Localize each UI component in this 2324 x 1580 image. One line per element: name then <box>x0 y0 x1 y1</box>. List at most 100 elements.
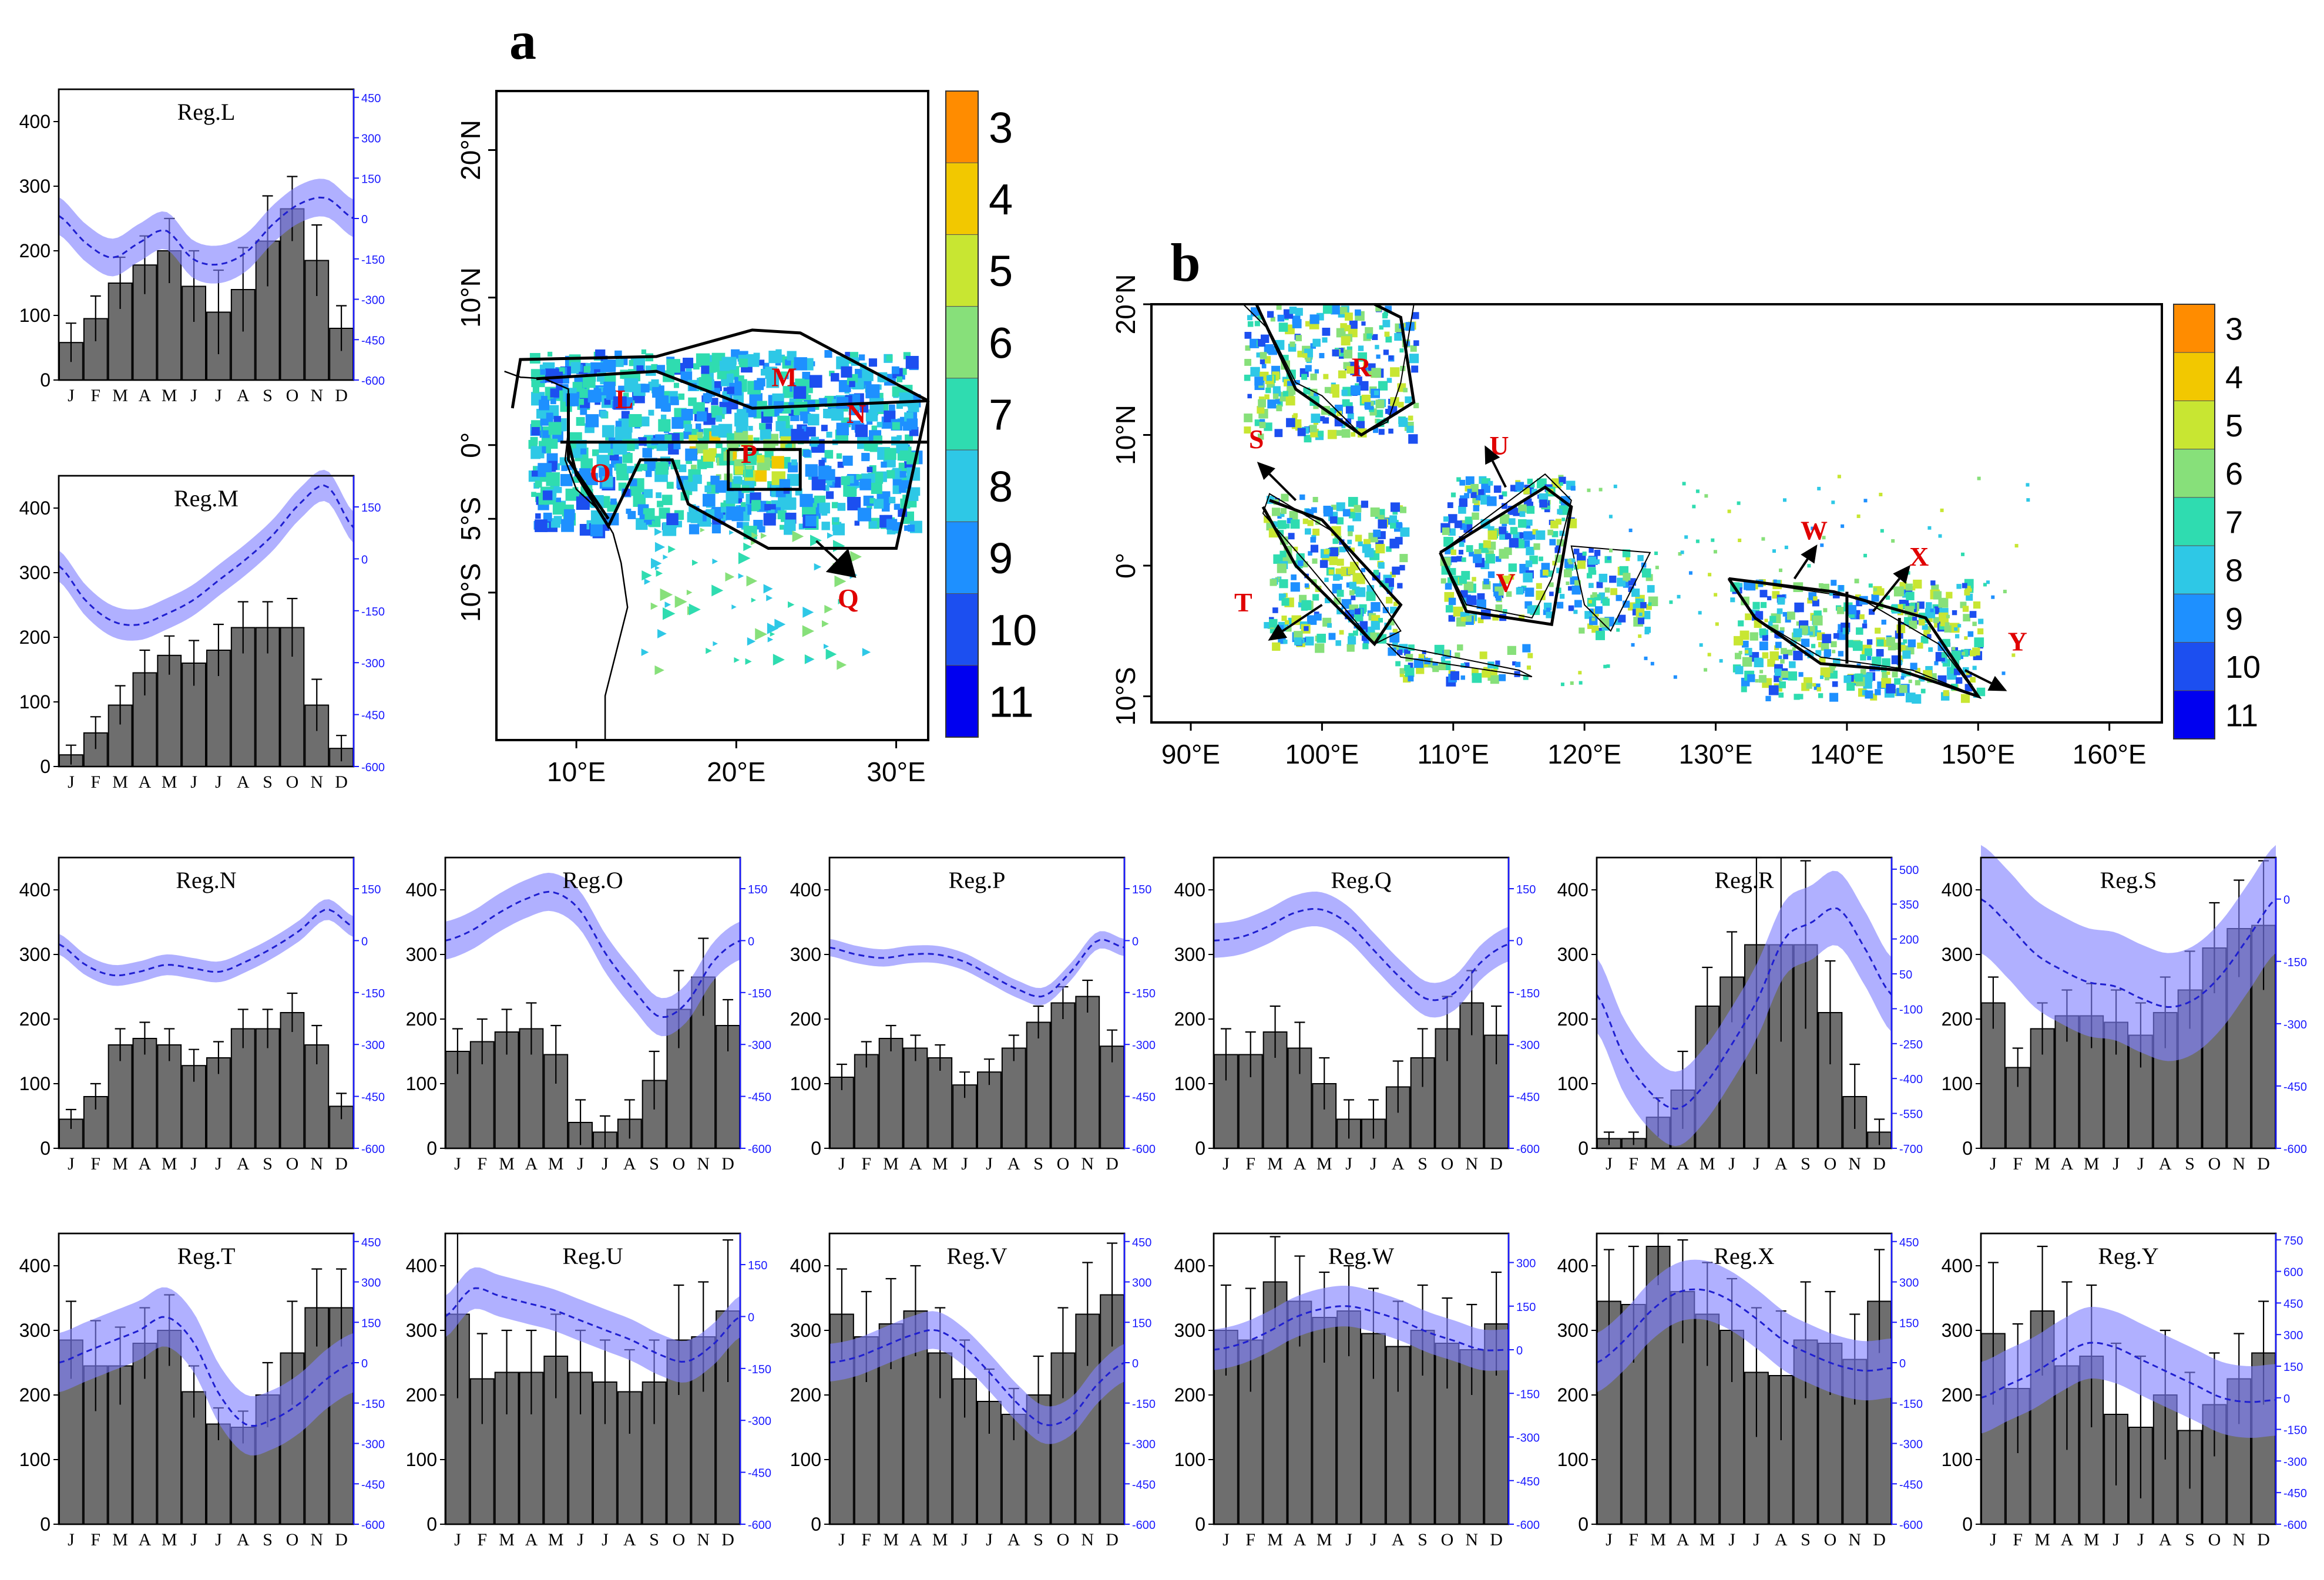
grid-cell <box>1769 616 1776 623</box>
month-label: M <box>548 1530 564 1549</box>
scatter-mark <box>731 604 737 610</box>
bar-undefined9 <box>280 1012 305 1149</box>
grid-cell <box>1356 376 1362 382</box>
colorbar-label: 9 <box>989 534 1013 583</box>
grid-cell <box>585 363 591 368</box>
right-tick-label: 0 <box>361 935 368 948</box>
bar-undefined5 <box>952 1084 977 1149</box>
grid-cell <box>681 409 693 421</box>
grid-cell <box>1302 561 1308 567</box>
arrow-head <box>1801 544 1818 564</box>
grid-cell <box>1894 678 1901 685</box>
right-tick-label: 300 <box>1516 1258 1536 1270</box>
grid-cell <box>540 396 548 402</box>
grid-cell <box>590 524 603 537</box>
month-label: F <box>90 1154 100 1174</box>
island-cell <box>1983 583 1987 587</box>
grid-cell <box>1465 485 1471 492</box>
grid-cell <box>755 470 767 482</box>
region-outline <box>1255 302 1416 437</box>
month-label: M <box>932 1154 948 1174</box>
scatter-mark <box>755 628 767 641</box>
panel-title: Reg.U <box>562 1243 623 1269</box>
right-tick-label: 450 <box>361 1236 381 1249</box>
grid-cell <box>610 498 617 505</box>
grid-cell <box>1843 675 1852 683</box>
y-tick-label: 200 <box>1174 1384 1205 1406</box>
grid-cell <box>745 465 753 472</box>
grid-cell <box>1445 583 1452 590</box>
month-label: A <box>909 1530 922 1549</box>
grid-cell <box>1546 611 1553 618</box>
month-label: M <box>162 772 177 792</box>
month-label: S <box>1801 1154 1811 1174</box>
colorbar-swatch <box>945 521 979 594</box>
island-cell <box>1673 675 1677 679</box>
grid-cell <box>1549 582 1554 587</box>
colorbar-label: 4 <box>989 175 1013 224</box>
right-tick-label: -300 <box>748 1415 771 1428</box>
right-tick-label: -150 <box>1516 987 1540 1000</box>
grid-cell <box>1798 672 1804 677</box>
bar-undefined2 <box>108 283 133 381</box>
island-cell <box>1891 539 1895 543</box>
grid-cell <box>723 387 730 394</box>
month-label: A <box>237 1530 250 1549</box>
grid-cell <box>1568 605 1574 611</box>
mean-line <box>58 196 354 266</box>
grid-cell <box>1623 573 1631 581</box>
grid-cell <box>1341 336 1351 346</box>
grid-cell <box>627 466 634 473</box>
grid-cell <box>1610 588 1618 596</box>
grid-cell <box>583 375 596 388</box>
grid-cell <box>1833 633 1839 639</box>
grid-cell <box>793 386 807 399</box>
grid-cell <box>1358 352 1367 362</box>
month-label: N <box>310 1154 323 1174</box>
y-tick-label: 100 <box>19 1073 51 1094</box>
grid-cell <box>869 520 877 529</box>
island-cell <box>1628 528 1633 532</box>
grid-cell <box>1786 611 1795 620</box>
y-tick-label: 0 <box>811 1514 821 1535</box>
grid-cell <box>1626 557 1630 562</box>
grid-cell <box>1801 638 1810 647</box>
grid-cell <box>530 436 538 445</box>
right-tick-label: 200 <box>1899 934 1919 947</box>
month-label: F <box>1628 1154 1638 1174</box>
month-label: M <box>883 1154 899 1174</box>
region-arrow <box>1491 460 1507 488</box>
grid-cell <box>1926 602 1932 609</box>
grid-cell <box>532 386 540 394</box>
grid-cell <box>1408 663 1413 668</box>
grid-cell <box>1265 387 1271 394</box>
grid-cell <box>1304 435 1312 443</box>
grid-cell <box>1813 683 1821 690</box>
scatter-mark <box>689 603 701 616</box>
grid-cell <box>1373 529 1381 537</box>
grid-cell <box>784 497 797 510</box>
month-label: F <box>1245 1530 1255 1549</box>
grid-cell <box>800 493 813 507</box>
y-tick-label: 400 <box>406 879 437 900</box>
grid-cell <box>1290 582 1300 592</box>
month-label: D <box>1106 1530 1119 1549</box>
bar-undefined1 <box>854 1054 879 1149</box>
grid-cell <box>1467 489 1472 494</box>
grid-cell <box>1319 416 1325 422</box>
grid-cell <box>1348 531 1353 536</box>
grid-cell <box>1293 546 1298 552</box>
grid-cell <box>1367 369 1373 375</box>
grid-cell <box>1408 434 1418 444</box>
grid-cell <box>1331 505 1336 510</box>
grid-cell <box>1388 647 1396 656</box>
right-tick-label: -400 <box>1899 1073 1923 1086</box>
scatter-mark <box>738 573 744 579</box>
grid-cell <box>1465 616 1472 622</box>
y-tick-label: 400 <box>406 1255 437 1276</box>
month-label: J <box>68 386 75 405</box>
grid-cell <box>1573 549 1580 554</box>
